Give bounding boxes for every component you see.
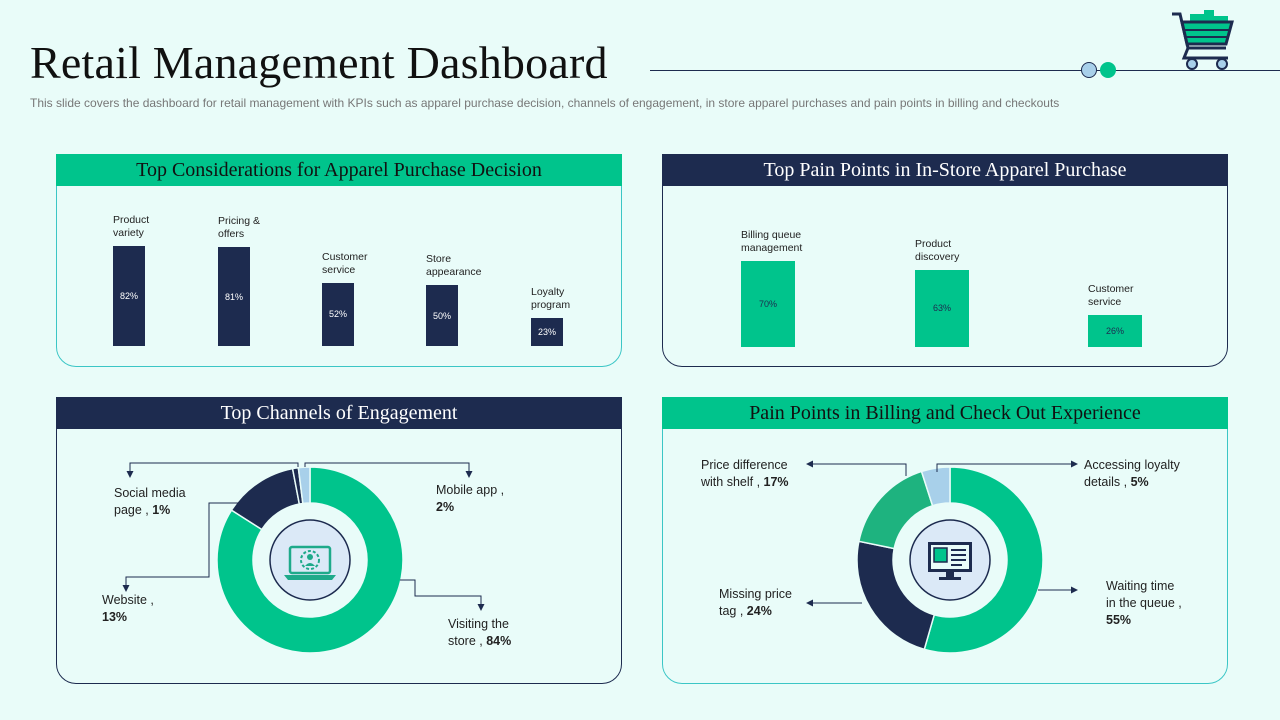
label-website: Website , 13% xyxy=(102,593,154,624)
bar-store-appearance: 50% xyxy=(426,285,458,346)
panel-title: Top Considerations for Apparel Purchase … xyxy=(56,154,622,186)
connector-visiting-store xyxy=(400,579,485,611)
panel-title: Top Channels of Engagement xyxy=(56,397,622,429)
panel-title: Top Pain Points in In-Store Apparel Purc… xyxy=(662,154,1228,186)
page-subtitle: This slide covers the dashboard for reta… xyxy=(30,96,1060,110)
label-social-media: Social media page , 1% xyxy=(114,486,186,517)
bar-product-discovery: 63% xyxy=(915,269,969,347)
bar-customer-service: 26% xyxy=(1088,315,1142,347)
bar-label: Customer service xyxy=(322,250,368,276)
label-loyalty: Accessing loyalty details , 5% xyxy=(1084,458,1180,489)
slice-visiting-the-store xyxy=(216,466,404,654)
slice-mobile-app xyxy=(297,466,311,505)
panel-title: Pain Points in Billing and Check Out Exp… xyxy=(662,397,1228,429)
bar-label: Store appearance xyxy=(426,253,482,278)
slice-waiting-time-in-the-queue xyxy=(923,466,1044,654)
decor-dot-green xyxy=(1100,62,1116,78)
panel-billing-checkout: Pain Points in Billing and Check Out Exp… xyxy=(662,397,1228,684)
bar-customer-service: 52% xyxy=(322,282,354,346)
connector-loyalty xyxy=(936,460,1078,472)
bar-label: Customer service xyxy=(1088,283,1134,309)
label-missing-tag: Missing price tag , 24% xyxy=(719,587,792,618)
panel-instore-pain-points: Top Pain Points in In-Store Apparel Purc… xyxy=(662,154,1228,367)
bar-loyalty-program: 23% xyxy=(531,317,563,346)
label-price-difference: Price difference with shelf , 17% xyxy=(701,458,789,489)
label-mobile-app: Mobile app , 2% xyxy=(436,483,505,514)
label-visiting-store: Visiting the store , 84% xyxy=(448,617,512,648)
connector-website xyxy=(122,502,240,592)
bar-pricing-offers: 81% xyxy=(218,247,250,346)
shopping-cart-icon xyxy=(1172,10,1234,70)
bar-billing-queue-management: 70% xyxy=(741,260,795,347)
decor-dot-blue xyxy=(1081,62,1097,78)
title-rule xyxy=(650,70,1280,71)
connector-social-media xyxy=(126,462,299,478)
bar-label: Product discovery xyxy=(915,237,960,263)
label-waiting-time: Waiting time in the queue , 55% xyxy=(1106,579,1182,627)
connector-mobile-app xyxy=(304,462,473,478)
panel-engagement-channels: Top Channels of Engagement xyxy=(56,397,622,684)
slice-accessing-loyalty-details xyxy=(920,466,951,507)
bar-label: Billing queue management xyxy=(741,228,803,254)
page-title: Retail Management Dashboard xyxy=(30,37,608,88)
bar-label: Loyalty program xyxy=(531,285,571,311)
bar-label: Product variety xyxy=(113,213,150,239)
panel-purchase-considerations: Top Considerations for Apparel Purchase … xyxy=(56,154,622,367)
connector-price-difference xyxy=(806,460,907,476)
bar-label: Pricing & offers xyxy=(218,215,261,241)
bar-product-variety: 82% xyxy=(113,245,145,346)
monitor-checkout-icon xyxy=(928,542,972,580)
laptop-user-settings-icon xyxy=(284,545,336,580)
